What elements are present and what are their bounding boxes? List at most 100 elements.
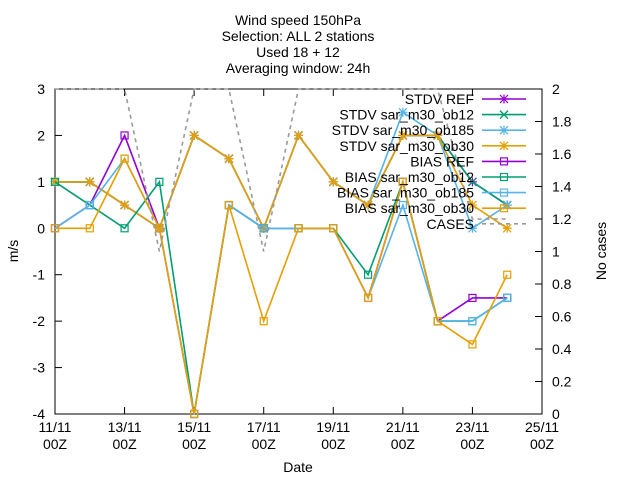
title-line: Averaging window: 24h bbox=[226, 60, 371, 76]
data-point bbox=[363, 270, 373, 279]
data-point bbox=[398, 107, 408, 117]
data-point bbox=[433, 317, 442, 326]
y-tick-label: -3 bbox=[33, 360, 46, 376]
data-point bbox=[224, 154, 234, 164]
data-point bbox=[85, 177, 95, 187]
legend-label: BIAS sar_m30_ob185 bbox=[337, 185, 474, 201]
x-tick-label: 15/11 bbox=[177, 419, 211, 435]
y2-tick-label: 1.8 bbox=[552, 114, 572, 130]
legend-label: STDV REF bbox=[405, 91, 474, 107]
data-point bbox=[398, 200, 407, 210]
data-point bbox=[503, 293, 512, 303]
y2-tick-label: 1.4 bbox=[552, 179, 572, 195]
title-line: Wind speed 150hPa bbox=[235, 12, 361, 28]
axis-ticks: -4-3-2-1012300.20.40.60.811.21.41.61.821… bbox=[33, 81, 572, 452]
data-point bbox=[120, 200, 130, 210]
y-tick-label: 0 bbox=[37, 220, 45, 236]
series-3 bbox=[50, 130, 512, 233]
y2-tick-label: 1 bbox=[552, 244, 560, 260]
data-point bbox=[120, 154, 129, 163]
data-point bbox=[499, 188, 509, 197]
data-point bbox=[467, 223, 477, 233]
y2-axis-label: No cases bbox=[593, 222, 609, 280]
x-tick-sublabel: 00Z bbox=[391, 436, 416, 452]
x-axis-label: Date bbox=[283, 459, 313, 475]
y2-tick-label: 1.6 bbox=[552, 146, 572, 162]
x-tick-label: 11/11 bbox=[39, 419, 72, 435]
data-point bbox=[467, 200, 477, 210]
data-point bbox=[120, 131, 129, 140]
data-point bbox=[499, 204, 509, 213]
legend-label: BIAS sar_m30_ob30 bbox=[345, 200, 474, 216]
x-tick-label: 23/11 bbox=[455, 419, 489, 435]
y-tick-label: 3 bbox=[37, 81, 45, 97]
y2-tick-label: 0.8 bbox=[552, 276, 572, 292]
legend-label: STDV sar_m30_ob185 bbox=[332, 122, 475, 138]
data-point bbox=[503, 270, 512, 279]
y2-tick-label: 0.4 bbox=[552, 341, 572, 357]
series-line bbox=[55, 156, 508, 415]
y2-tick-label: 0.6 bbox=[552, 309, 572, 325]
y-tick-label: -1 bbox=[33, 267, 46, 283]
series-7 bbox=[50, 154, 512, 419]
y2-tick-label: 0 bbox=[552, 406, 560, 422]
legend-label: STDV sar_m30_ob12 bbox=[339, 107, 474, 123]
series-line bbox=[55, 133, 508, 231]
data-point bbox=[294, 224, 303, 233]
data-point bbox=[329, 224, 338, 233]
title-line: Used 18 + 12 bbox=[256, 44, 340, 60]
data-point bbox=[398, 177, 407, 186]
x-tick-sublabel: 00Z bbox=[252, 436, 277, 452]
data-point bbox=[50, 177, 60, 186]
data-point bbox=[499, 157, 509, 166]
data-point bbox=[363, 293, 373, 303]
y-tick-label: -4 bbox=[33, 406, 46, 422]
data-point bbox=[224, 200, 234, 210]
y2-tick-label: 0.2 bbox=[552, 374, 572, 390]
x-tick-sublabel: 00Z bbox=[460, 436, 485, 452]
data-point bbox=[468, 293, 477, 303]
x-tick-label: 13/11 bbox=[108, 419, 142, 435]
data-point bbox=[468, 340, 477, 349]
data-point bbox=[433, 130, 443, 140]
x-tick-label: 19/11 bbox=[316, 419, 350, 435]
data-point bbox=[155, 177, 164, 186]
data-point bbox=[328, 177, 338, 187]
data-point bbox=[294, 130, 303, 140]
data-point bbox=[499, 172, 509, 182]
data-point bbox=[50, 224, 60, 233]
x-tick-sublabel: 00Z bbox=[113, 436, 138, 452]
data-point bbox=[363, 200, 373, 210]
x-tick-label: 25/11 bbox=[525, 419, 559, 435]
data-point bbox=[85, 224, 94, 233]
legend-label: BIAS sar_m30_ob12 bbox=[345, 169, 474, 185]
data-point bbox=[398, 130, 408, 140]
data-point bbox=[259, 317, 268, 326]
x-tick-label: 21/11 bbox=[386, 419, 420, 435]
data-point bbox=[499, 125, 509, 135]
x-tick-sublabel: 00Z bbox=[321, 436, 346, 452]
data-point bbox=[467, 177, 477, 187]
data-point bbox=[499, 141, 509, 151]
y-tick-label: 2 bbox=[37, 127, 45, 143]
data-point bbox=[468, 317, 477, 326]
legend-label: STDV sar_m30_ob30 bbox=[339, 138, 474, 154]
data-point bbox=[189, 130, 199, 140]
legend-label: CASES bbox=[427, 216, 474, 232]
x-tick-sublabel: 00Z bbox=[43, 436, 68, 452]
x-tick-sublabel: 00Z bbox=[530, 436, 555, 452]
title-line: Selection: ALL 2 stations bbox=[222, 28, 375, 44]
series-layer bbox=[50, 88, 512, 419]
x-tick-label: 17/11 bbox=[247, 419, 281, 435]
series-line bbox=[55, 88, 508, 252]
data-point bbox=[120, 224, 129, 233]
data-point bbox=[190, 409, 199, 419]
legend-label: BIAS REF bbox=[410, 153, 474, 169]
y-tick-label: -2 bbox=[33, 313, 46, 329]
data-point bbox=[502, 223, 512, 233]
y-tick-label: 1 bbox=[37, 174, 45, 190]
data-point bbox=[499, 110, 509, 120]
